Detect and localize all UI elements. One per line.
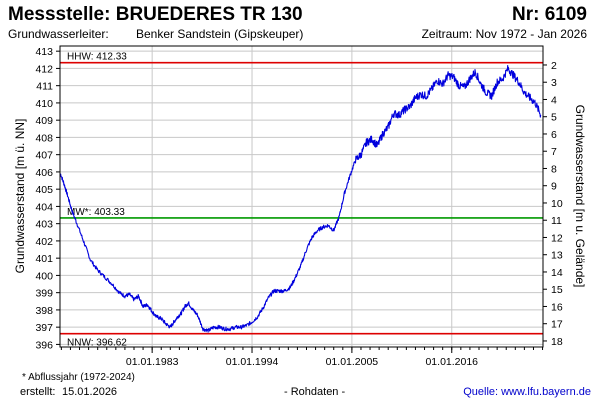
y-tick-label-right: 11 bbox=[551, 215, 562, 227]
y-tick-label-left: 413 bbox=[35, 46, 53, 58]
tick-marks bbox=[56, 50, 547, 353]
y-axis-label-left: Grundwasserstand [m ü. NN] bbox=[13, 119, 27, 274]
grid-lines bbox=[60, 46, 543, 347]
y-tick-label-left: 402 bbox=[35, 236, 53, 248]
y-tick-label-left: 412 bbox=[35, 63, 53, 75]
y-tick-label-right: 2 bbox=[551, 60, 557, 72]
series-layer bbox=[59, 65, 542, 333]
created-label: erstellt: bbox=[20, 386, 56, 398]
x-tick-label: 01.01.2016 bbox=[425, 356, 478, 368]
x-tick-label: 01.01.1994 bbox=[226, 356, 279, 368]
x-tick-label: 01.01.1983 bbox=[126, 356, 179, 368]
y-tick-label-right: 13 bbox=[551, 250, 563, 262]
y-tick-label-right: 5 bbox=[551, 112, 557, 124]
y-tick-label-left: 400 bbox=[35, 270, 53, 282]
period-label: Zeitraum: Nov 1972 - Jan 2026 bbox=[421, 27, 587, 41]
y-tick-label-right: 8 bbox=[551, 163, 557, 175]
y-tick-label-right: 7 bbox=[551, 146, 557, 158]
created-date: 15.01.2026 bbox=[62, 386, 118, 398]
y-tick-label-right: 10 bbox=[551, 198, 563, 210]
y-tick-label-right: 14 bbox=[551, 267, 563, 279]
y-tick-label-right: 4 bbox=[551, 94, 557, 106]
source-link[interactable]: Quelle: www.lfu.bayern.de bbox=[463, 386, 591, 398]
y-axis-label-right: Grundwasserstand [m u. Gelände] bbox=[573, 105, 587, 288]
rawdata-note: - Rohdaten - bbox=[284, 386, 346, 398]
y-tick-label-left: 410 bbox=[35, 98, 53, 110]
hhw-label: HHW: 412.33 bbox=[67, 52, 127, 63]
y-tick-label-left: 409 bbox=[35, 115, 53, 127]
y-tick-label-left: 411 bbox=[36, 81, 53, 93]
tick-labels: 3963973983994004014024034044054064074084… bbox=[35, 46, 562, 368]
station-number: Nr: 6109 bbox=[512, 4, 587, 25]
reference-lines: HHW: 412.33 MW*: 403.33 NNW: 396.62 bbox=[60, 52, 543, 349]
aquifer-label: Grundwasserleiter: bbox=[8, 27, 109, 41]
y-tick-label-right: 6 bbox=[551, 129, 557, 141]
series-line-0 bbox=[59, 65, 542, 333]
aquifer-value: Benker Sandstein (Gipskeuper) bbox=[136, 27, 304, 41]
y-tick-label-right: 17 bbox=[551, 319, 563, 331]
plot-frame bbox=[59, 45, 544, 348]
y-tick-label-left: 408 bbox=[35, 132, 53, 144]
y-tick-label-right: 12 bbox=[551, 232, 563, 244]
y-tick-label-left: 398 bbox=[35, 305, 53, 317]
mw-label: MW*: 403.33 bbox=[67, 207, 125, 218]
page-title: Messstelle: BRUEDERES TR 130 bbox=[8, 4, 303, 25]
y-tick-label-right: 3 bbox=[551, 77, 557, 89]
y-tick-label-left: 406 bbox=[35, 167, 53, 179]
y-tick-label-right: 15 bbox=[551, 284, 563, 296]
y-tick-label-right: 9 bbox=[551, 181, 557, 193]
y-tick-label-left: 397 bbox=[35, 322, 53, 334]
nnw-label: NNW: 396.62 bbox=[67, 338, 127, 349]
y-tick-label-left: 401 bbox=[35, 253, 53, 265]
x-tick-label: 01.01.2005 bbox=[326, 356, 379, 368]
y-tick-label-left: 404 bbox=[35, 201, 53, 213]
footnote: * Abflussjahr (1972-2024) bbox=[22, 372, 135, 383]
y-tick-label-right: 18 bbox=[551, 336, 563, 348]
y-tick-label-right: 16 bbox=[551, 301, 563, 313]
y-tick-label-left: 407 bbox=[35, 150, 53, 162]
y-tick-label-left: 399 bbox=[35, 288, 53, 300]
y-tick-label-left: 403 bbox=[35, 219, 53, 231]
y-tick-label-left: 405 bbox=[35, 184, 53, 196]
y-tick-label-left: 396 bbox=[35, 339, 53, 351]
